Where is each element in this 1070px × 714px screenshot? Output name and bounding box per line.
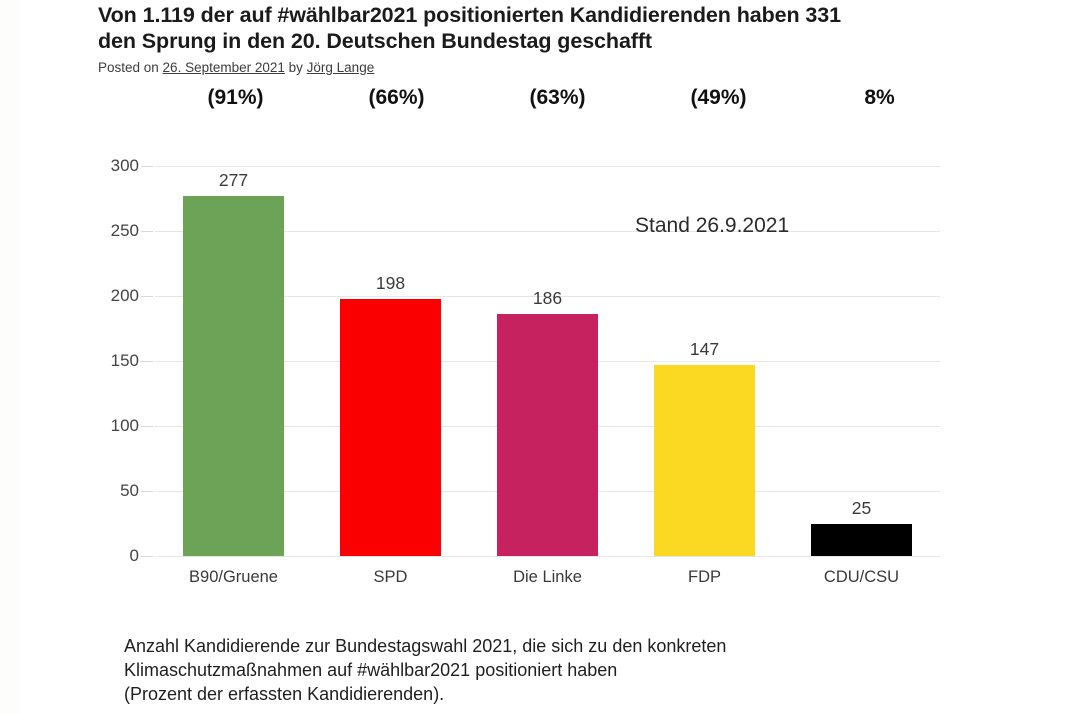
bar-slot-cdu-csu: 25 CDU/CSU [783, 166, 940, 586]
chart-caption: Anzahl Kandidierende zur Bundestagswahl … [124, 634, 1004, 706]
bar-value-label-b90-gruene: 277 [218, 169, 249, 190]
y-tick-mark-250 [141, 231, 153, 232]
y-axis-label-150: 150 [110, 351, 139, 370]
y-axis-label-100: 100 [110, 416, 139, 435]
page-title-line-1: Von 1.119 der auf #wählbar2021 positioni… [98, 3, 841, 27]
bar-value-label-die-linke: 186 [532, 288, 563, 309]
y-axis-label-300: 300 [110, 156, 139, 175]
gridline-300: 300 [111, 156, 940, 175]
percent-label-fdp: (49%) [690, 86, 747, 109]
page-title: Von 1.119 der auf #wählbar2021 positioni… [98, 2, 978, 54]
y-tick-mark-200 [141, 296, 153, 297]
percent-label-row: (91%) (66%) (63%) (49%) 8% [155, 84, 960, 112]
plot-area: 0 50 100 150 200 250 300 277 B90/Gruene 198 SPD 18… [111, 156, 940, 586]
bar-value-label-fdp: 147 [689, 338, 720, 359]
y-tick-mark-150 [141, 361, 153, 362]
bar-die-linke[interactable]: 186 Die Linke [497, 288, 598, 586]
y-axis-label-50: 50 [120, 481, 139, 500]
y-tick-mark-100 [141, 426, 153, 427]
bar-spd[interactable]: 198 SPD [340, 273, 441, 586]
bar-cdu-csu[interactable]: 25 CDU/CSU [811, 498, 912, 586]
post-header: Von 1.119 der auf #wählbar2021 positioni… [98, 2, 978, 76]
y-tick-mark-50 [141, 491, 153, 492]
bar-slot-spd: 198 SPD [312, 166, 469, 586]
gridline-200: 200 [111, 286, 940, 305]
posted-on-label: Posted on [98, 60, 163, 75]
gridline-250: 250 [111, 221, 940, 240]
bar-value-label-spd: 198 [375, 272, 406, 293]
percent-label-cdu-csu: 8% [864, 86, 895, 109]
page-left-gutter [0, 0, 20, 714]
chart-caption-line-1: Anzahl Kandidierende zur Bundestagswahl … [124, 636, 727, 656]
bar-b90-gruene[interactable]: 277 B90/Gruene [183, 170, 284, 586]
x-axis-label-die-linke: Die Linke [513, 568, 582, 586]
y-tick-mark-300 [141, 166, 153, 167]
page-title-line-2: den Sprung in den 20. Deutschen Bundesta… [98, 29, 652, 53]
y-axis-label-200: 200 [110, 286, 139, 305]
chart-caption-line-3: (Prozent der erfassten Kandidierenden). [124, 684, 445, 704]
x-axis-label-b90-gruene: B90/Gruene [189, 568, 278, 586]
percent-label-spd: (66%) [368, 86, 425, 109]
bar-series: 277 B90/Gruene 198 SPD 186 Die Linke 147 FDP 25 C… [155, 166, 940, 586]
bar-fdp[interactable]: 147 FDP [654, 339, 755, 586]
bar-slot-fdp: 147 FDP [626, 166, 783, 586]
bar-slot-die-linke: 186 Die Linke [469, 166, 626, 586]
x-axis-label-cdu-csu: CDU/CSU [823, 568, 900, 586]
percent-label-b90-gruene: (91%) [207, 86, 264, 109]
percent-label-die-linke: (63%) [529, 86, 586, 109]
y-axis-label-250: 250 [110, 221, 139, 240]
chart-caption-line-2: Klimaschutzmaßnahmen auf #wählbar2021 po… [124, 660, 618, 680]
bar-slot-b90-gruene: 277 B90/Gruene [155, 166, 312, 586]
chart-annotation-stand: Stand 26.9.2021 [635, 214, 790, 237]
y-axis-label-0: 0 [129, 546, 139, 565]
post-byline: Posted on 26. September 2021 by Jörg Lan… [98, 59, 978, 76]
y-tick-mark-0 [141, 556, 153, 557]
post-author-link[interactable]: Jörg Lange [306, 60, 375, 75]
x-axis-label-fdp: FDP [688, 568, 721, 586]
gridline-0: 0 [130, 546, 940, 565]
bar-value-label-cdu-csu: 25 [851, 497, 872, 518]
by-label: by [284, 60, 307, 75]
x-axis-label-spd: SPD [373, 568, 408, 586]
bar-chart: 0 50 100 150 200 250 300 277 B90/Gruene 198 SPD 18… [0, 130, 1070, 600]
post-date-link[interactable]: 26. September 2021 [162, 60, 285, 75]
